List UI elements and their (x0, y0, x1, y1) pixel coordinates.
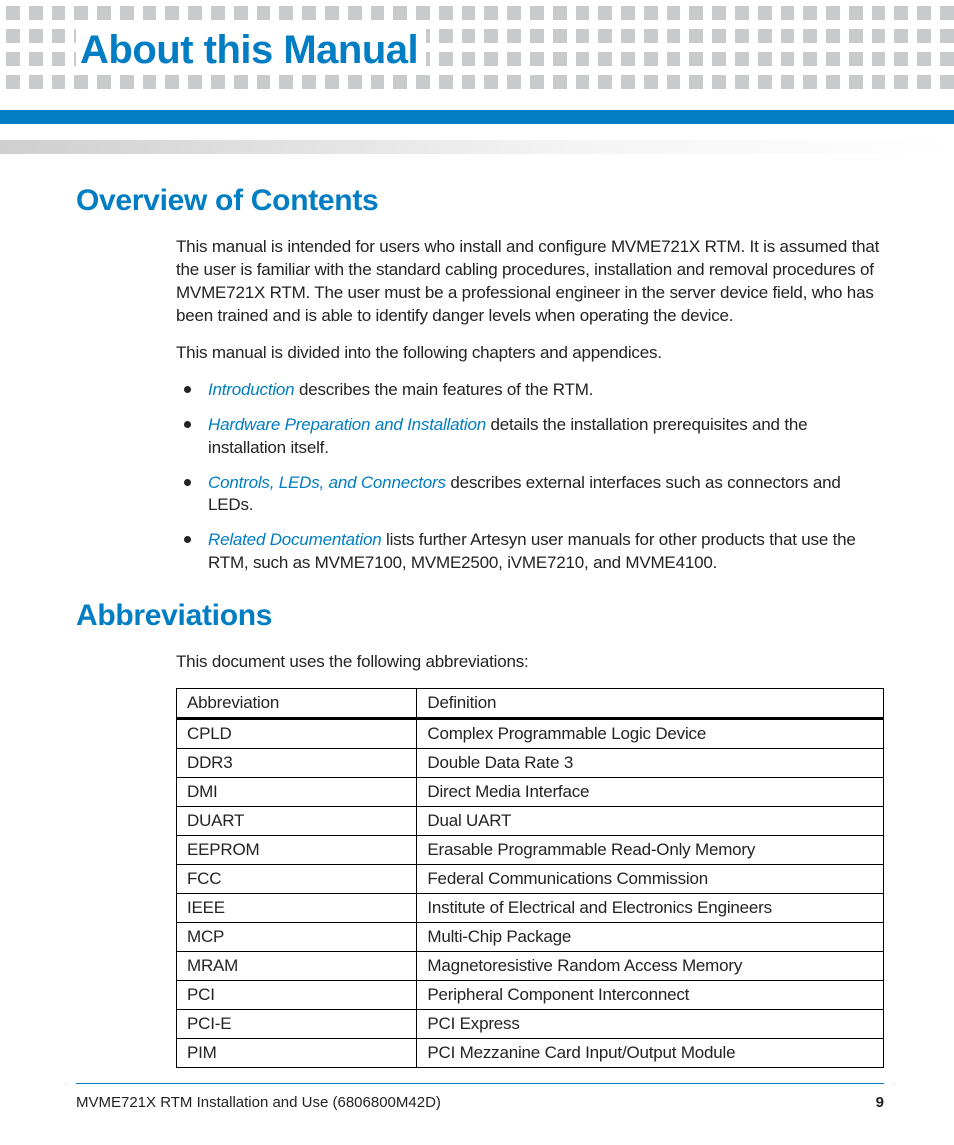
table-row: MCPMulti-Chip Package (177, 923, 884, 952)
table-row: FCCFederal Communications Commission (177, 865, 884, 894)
chapter-link[interactable]: Controls, LEDs, and Connectors (208, 473, 446, 492)
heading-overview: Overview of Contents (76, 184, 884, 218)
table-cell: DMI (177, 778, 417, 807)
table-row: CPLDComplex Programmable Logic Device (177, 719, 884, 749)
table-cell: DUART (177, 807, 417, 836)
table-row: DUARTDual UART (177, 807, 884, 836)
table-header-abbr: Abbreviation (177, 689, 417, 719)
table-cell: PIM (177, 1039, 417, 1068)
table-row: MRAMMagnetoresistive Random Access Memor… (177, 952, 884, 981)
overview-bullet: Controls, LEDs, and Connectors describes… (176, 472, 884, 518)
table-cell: PCI Mezzanine Card Input/Output Module (417, 1039, 884, 1068)
table-cell: MRAM (177, 952, 417, 981)
heading-abbreviations: Abbreviations (76, 599, 884, 633)
table-cell: Complex Programmable Logic Device (417, 719, 884, 749)
table-row: PIMPCI Mezzanine Card Input/Output Modul… (177, 1039, 884, 1068)
table-cell: Magnetoresistive Random Access Memory (417, 952, 884, 981)
table-cell: Erasable Programmable Read-Only Memory (417, 836, 884, 865)
header-gradient-rule (0, 140, 954, 154)
table-cell: EEPROM (177, 836, 417, 865)
table-cell: Direct Media Interface (417, 778, 884, 807)
footer-doc-title: MVME721X RTM Installation and Use (68068… (76, 1094, 441, 1111)
overview-bullet: Related Documentation lists further Arte… (176, 529, 884, 575)
abbr-body: This document uses the following abbrevi… (176, 651, 884, 1068)
table-cell: DDR3 (177, 749, 417, 778)
table-cell: PCI Express (417, 1010, 884, 1039)
table-cell: PCI-E (177, 1010, 417, 1039)
overview-body: This manual is intended for users who in… (176, 236, 884, 575)
content-area: Overview of Contents This manual is inte… (76, 184, 884, 1068)
table-cell: IEEE (177, 894, 417, 923)
footer-page-number: 9 (876, 1094, 884, 1111)
table-row: PCIPeripheral Component Interconnect (177, 981, 884, 1010)
page-title: About this Manual (76, 28, 426, 73)
chapter-link[interactable]: Introduction (208, 380, 294, 399)
table-row: PCI-EPCI Express (177, 1010, 884, 1039)
table-cell: FCC (177, 865, 417, 894)
table-cell: Multi-Chip Package (417, 923, 884, 952)
table-cell: Federal Communications Commission (417, 865, 884, 894)
overview-bullets: Introduction describes the main features… (176, 379, 884, 576)
table-row: IEEEInstitute of Electrical and Electron… (177, 894, 884, 923)
table-cell: MCP (177, 923, 417, 952)
abbreviations-table: Abbreviation Definition CPLDComplex Prog… (176, 688, 884, 1068)
chapter-link[interactable]: Related Documentation (208, 530, 381, 549)
overview-para-1: This manual is intended for users who in… (176, 236, 884, 328)
table-row: EEPROMErasable Programmable Read-Only Me… (177, 836, 884, 865)
table-row: DMIDirect Media Interface (177, 778, 884, 807)
overview-para-2: This manual is divided into the followin… (176, 342, 884, 365)
table-cell: Dual UART (417, 807, 884, 836)
table-cell: CPLD (177, 719, 417, 749)
abbr-intro: This document uses the following abbrevi… (176, 651, 884, 674)
table-header-def: Definition (417, 689, 884, 719)
overview-bullet: Introduction describes the main features… (176, 379, 884, 402)
table-cell: PCI (177, 981, 417, 1010)
table-cell: Institute of Electrical and Electronics … (417, 894, 884, 923)
chapter-link[interactable]: Hardware Preparation and Installation (208, 415, 486, 434)
bullet-text: describes the main features of the RTM. (294, 380, 593, 399)
table-row: DDR3Double Data Rate 3 (177, 749, 884, 778)
overview-bullet: Hardware Preparation and Installation de… (176, 414, 884, 460)
table-cell: Peripheral Component Interconnect (417, 981, 884, 1010)
page-footer: MVME721X RTM Installation and Use (68068… (76, 1083, 884, 1111)
header-blue-rule (0, 110, 954, 124)
table-cell: Double Data Rate 3 (417, 749, 884, 778)
